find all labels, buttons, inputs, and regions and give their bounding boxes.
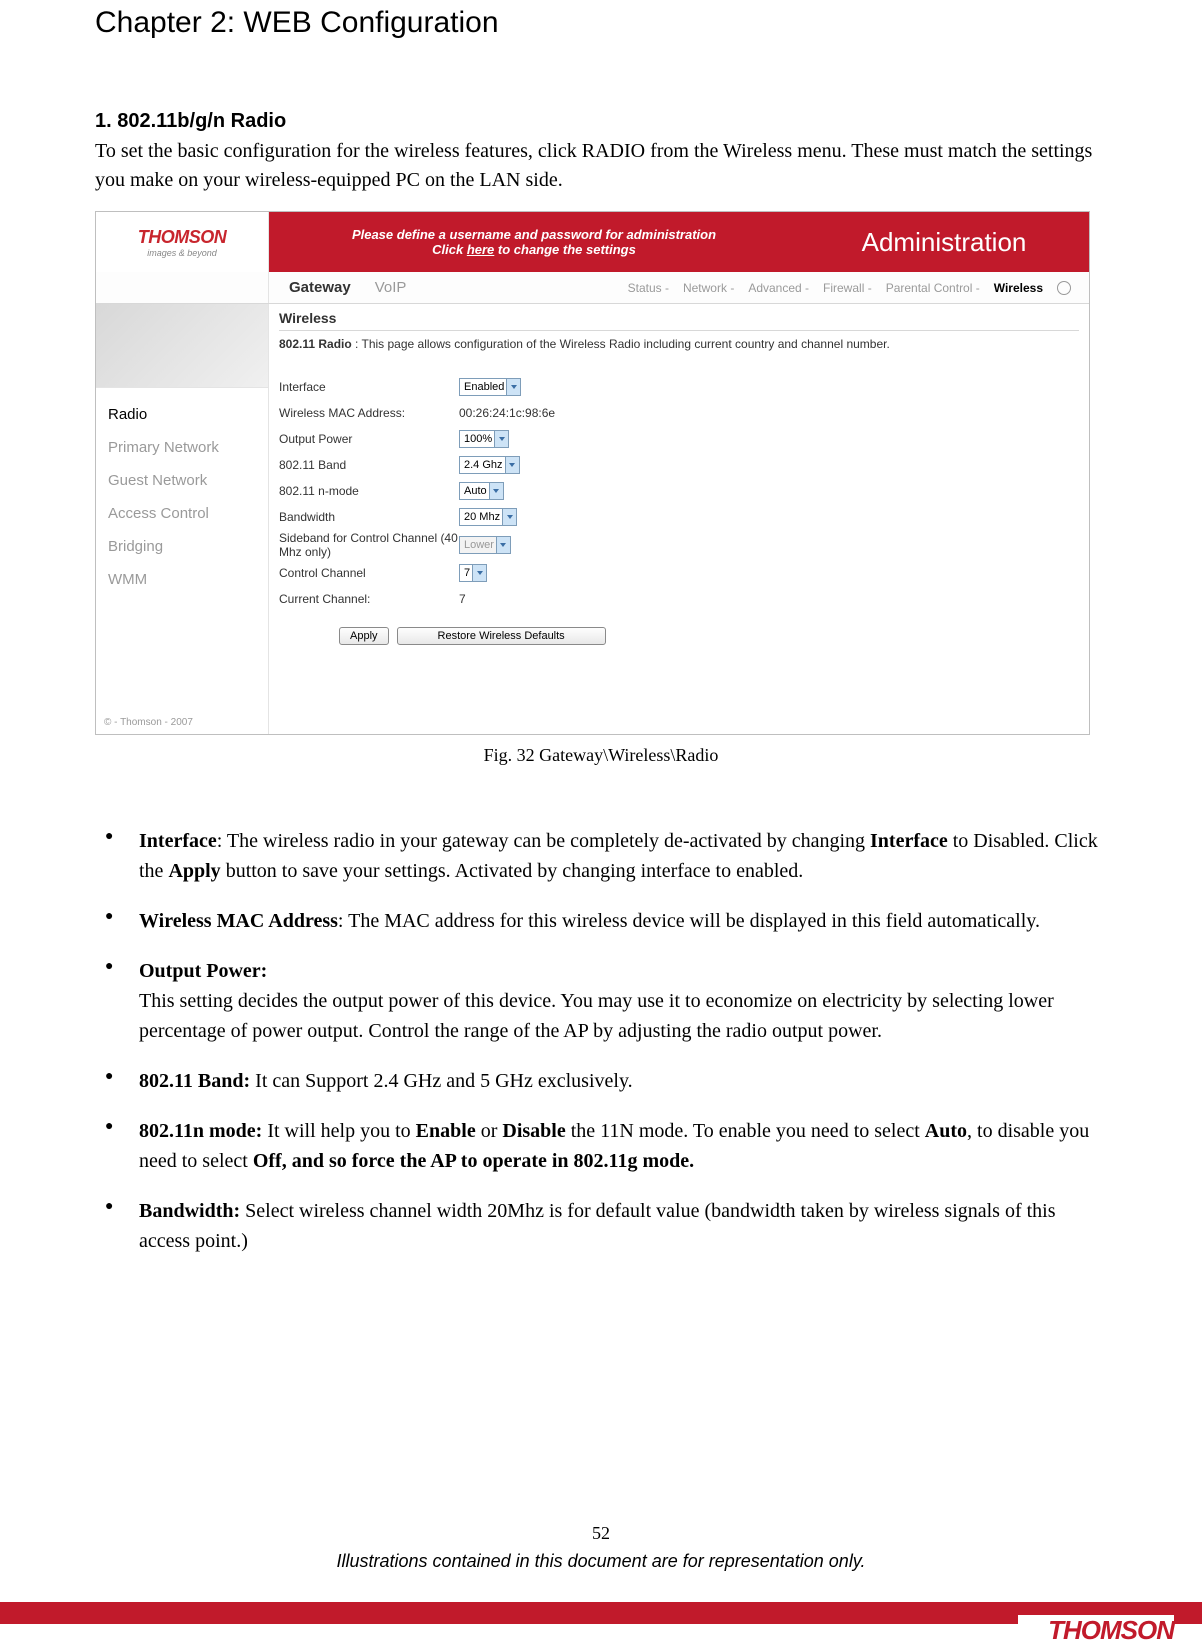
form-row: Wireless MAC Address:00:26:24:1c:98:6e [279, 401, 1079, 425]
footer-note: Illustrations contained in this document… [0, 1551, 1202, 1572]
select-dropdown[interactable]: 20 Mhz [459, 508, 517, 526]
tab-voip[interactable]: VoIP [375, 279, 407, 296]
logo-text: THOMSON [138, 227, 227, 248]
form-row: 802.11 Band2.4 Ghz [279, 453, 1079, 477]
field-value: 7 [459, 592, 466, 606]
tab-gateway[interactable]: Gateway [289, 279, 351, 296]
select-dropdown[interactable]: 2.4 Ghz [459, 456, 520, 474]
select-dropdown[interactable]: 7 [459, 564, 487, 582]
section-heading: 1. 802.11b/g/n Radio [95, 110, 1107, 133]
bullet-list: Interface: The wireless radio in your ga… [95, 826, 1107, 1256]
subnav-firewall[interactable]: Firewall - [823, 281, 872, 295]
sidebar-item-guest-network[interactable]: Guest Network [108, 464, 268, 497]
chevron-down-icon [489, 483, 503, 499]
field-label: Current Channel: [279, 592, 459, 606]
desc-rest: : This page allows configuration of the … [352, 337, 890, 351]
main-heading: Wireless [279, 308, 1079, 331]
form-row: Sideband for Control Channel (40 Mhz onl… [279, 531, 1079, 559]
logo-area: THOMSON images & beyond [96, 212, 269, 272]
select-dropdown[interactable]: Enabled [459, 378, 521, 396]
field-value: 00:26:24:1c:98:6e [459, 406, 555, 420]
form-row: Bandwidth20 Mhz [279, 505, 1079, 529]
list-item: 802.11n mode: It will help you to Enable… [95, 1116, 1107, 1176]
banner-message: Please define a username and password fo… [269, 212, 799, 272]
refresh-icon[interactable] [1057, 281, 1071, 295]
field-label: 802.11 n-mode [279, 484, 459, 498]
form-row: InterfaceEnabled [279, 375, 1079, 399]
list-item: 802.11 Band: It can Support 2.4 GHz and … [95, 1066, 1107, 1096]
field-label: Output Power [279, 432, 459, 446]
logo-subtext: images & beyond [147, 248, 217, 258]
subnav-wireless[interactable]: Wireless [994, 281, 1043, 295]
restore-button[interactable]: Restore Wireless Defaults [397, 627, 606, 645]
banner-line2: Click here to change the settings [277, 242, 791, 257]
sidebar-item-wmm[interactable]: WMM [108, 563, 268, 596]
chevron-down-icon [505, 457, 519, 473]
subnav-network[interactable]: Network - [683, 281, 734, 295]
chapter-title: Chapter 2: WEB Configuration [95, 6, 1107, 40]
desc-bold: 802.11 Radio [279, 337, 352, 351]
main-description: 802.11 Radio : This page allows configur… [279, 331, 1079, 367]
admin-label: Administration [799, 212, 1089, 272]
chevron-down-icon [496, 537, 510, 553]
form-row: 802.11 n-modeAuto [279, 479, 1079, 503]
apply-button[interactable]: Apply [339, 627, 389, 645]
field-label: Bandwidth [279, 510, 459, 524]
select-dropdown[interactable]: 100% [459, 430, 509, 448]
router-screenshot: THOMSON images & beyond Please define a … [95, 211, 1090, 735]
list-item: Bandwidth: Select wireless channel width… [95, 1196, 1107, 1256]
sidebar-item-access-control[interactable]: Access Control [108, 497, 268, 530]
subnav-parental[interactable]: Parental Control - [886, 281, 980, 295]
field-label: Wireless MAC Address: [279, 406, 459, 420]
field-label: Sideband for Control Channel (40 Mhz onl… [279, 531, 459, 559]
page-number: 52 [0, 1523, 1202, 1544]
banner-line1: Please define a username and password fo… [277, 227, 791, 242]
field-label: Control Channel [279, 566, 459, 580]
list-item: Wireless MAC Address: The MAC address fo… [95, 906, 1107, 936]
chevron-down-icon [502, 509, 516, 525]
form-row: Control Channel7 [279, 561, 1079, 585]
banner-l2-post: to change the settings [494, 242, 636, 257]
field-label: 802.11 Band [279, 458, 459, 472]
sidebar-item-radio[interactable]: Radio [108, 398, 268, 431]
select-dropdown: Lower [459, 536, 511, 554]
sidebar: RadioPrimary NetworkGuest NetworkAccess … [96, 304, 269, 734]
chevron-down-icon [494, 431, 508, 447]
form-row: Output Power100% [279, 427, 1079, 451]
footer-bar: THOMSON [0, 1602, 1202, 1652]
copyright: © - Thomson - 2007 [104, 717, 193, 728]
form-row: Current Channel:7 [279, 587, 1079, 611]
sidebar-item-bridging[interactable]: Bridging [108, 530, 268, 563]
sidebar-item-primary-network[interactable]: Primary Network [108, 431, 268, 464]
nav-tabs: Gateway VoIP [269, 279, 406, 296]
chevron-down-icon [506, 379, 520, 395]
list-item: Output Power:This setting decides the ou… [95, 956, 1107, 1046]
footer-brand: THOMSON [1018, 1615, 1174, 1646]
subnav-status[interactable]: Status - [628, 281, 669, 295]
banner-l2-pre: Click [432, 242, 467, 257]
nav-sub: Status - Network - Advanced - Firewall -… [628, 281, 1089, 295]
list-item: Interface: The wireless radio in your ga… [95, 826, 1107, 886]
field-label: Interface [279, 380, 459, 394]
banner-here-link[interactable]: here [467, 242, 494, 257]
section-intro: To set the basic configuration for the w… [95, 137, 1107, 195]
figure-caption: Fig. 32 Gateway\Wireless\Radio [95, 745, 1107, 766]
subnav-advanced[interactable]: Advanced - [748, 281, 809, 295]
chevron-down-icon [472, 565, 486, 581]
select-dropdown[interactable]: Auto [459, 482, 504, 500]
main-panel: Wireless 802.11 Radio : This page allows… [269, 304, 1089, 734]
avatar-image [96, 304, 268, 388]
